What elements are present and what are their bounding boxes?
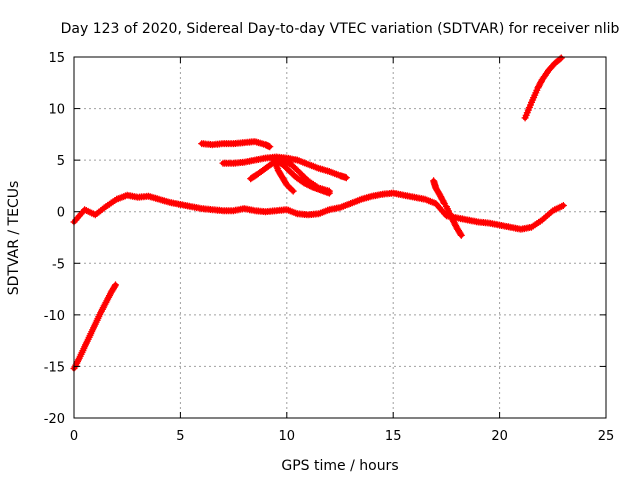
series-main-band [70,189,567,233]
data-point [106,292,113,300]
x-axis-label: GPS time / hours [281,458,398,474]
data-point [325,168,333,175]
data-series [70,54,567,372]
data-point [457,230,465,238]
data-point [338,203,346,211]
data-point [272,161,280,169]
data-point [457,231,465,239]
x-tick-label: 25 [598,429,615,444]
chart-title: Day 123 of 2020, Sidereal Day-to-day VTE… [61,21,620,37]
data-point [345,200,353,208]
data-point [99,304,107,312]
y-tick-label: -15 [44,360,65,375]
data-point [299,158,307,166]
series-segment-1 [70,281,119,372]
data-point [74,356,82,364]
series-segment-2 [521,54,565,122]
y-tick-label: -5 [52,257,65,272]
data-point [352,197,360,205]
data-point [120,193,128,201]
data-point [318,208,326,216]
x-tick-label: 15 [385,429,402,444]
data-point [289,187,297,195]
data-point [113,195,121,203]
y-tick-label: 15 [48,51,65,66]
data-point [545,210,553,218]
data-point [342,174,350,182]
series-segment-8 [430,177,448,207]
data-point [272,160,279,168]
data-point [273,163,281,171]
y-tick-label: -20 [44,412,65,427]
data-point [558,202,566,210]
y-tick-label: 5 [57,154,65,169]
y-tick-label: 10 [48,103,65,118]
y-tick-label: -10 [44,309,65,324]
data-point [425,197,433,205]
data-point [559,202,567,209]
x-tick-label: 10 [279,429,296,444]
x-tick-label: 20 [491,429,508,444]
axis-ticks: 0 5 10 15 20 25 -20 -15 -10 -5 0 5 10 15 [44,51,615,444]
data-point [538,216,546,224]
y-axis-label: SDTVAR / TECUs [6,181,22,296]
data-point [333,170,340,178]
x-tick-label: 5 [176,429,184,444]
data-point [112,281,119,289]
data-point [292,209,300,217]
data-point [551,206,559,214]
data-point [271,158,279,166]
series-segment-7 [270,156,297,195]
series-segment-6 [272,156,333,197]
y-tick-label: 0 [57,206,65,221]
data-point [285,206,293,214]
plot-frame [73,56,607,419]
data-point [311,163,319,171]
data-point [266,143,274,151]
grid [74,57,606,418]
data-point [86,208,94,216]
data-point [557,54,565,62]
data-point [325,189,333,197]
data-point [440,198,448,206]
data-point [288,186,296,194]
data-point [111,282,119,290]
data-point [538,77,545,85]
x-tick-label: 0 [70,429,78,444]
series-segment-9 [442,203,465,239]
series-segment-3 [198,138,274,151]
